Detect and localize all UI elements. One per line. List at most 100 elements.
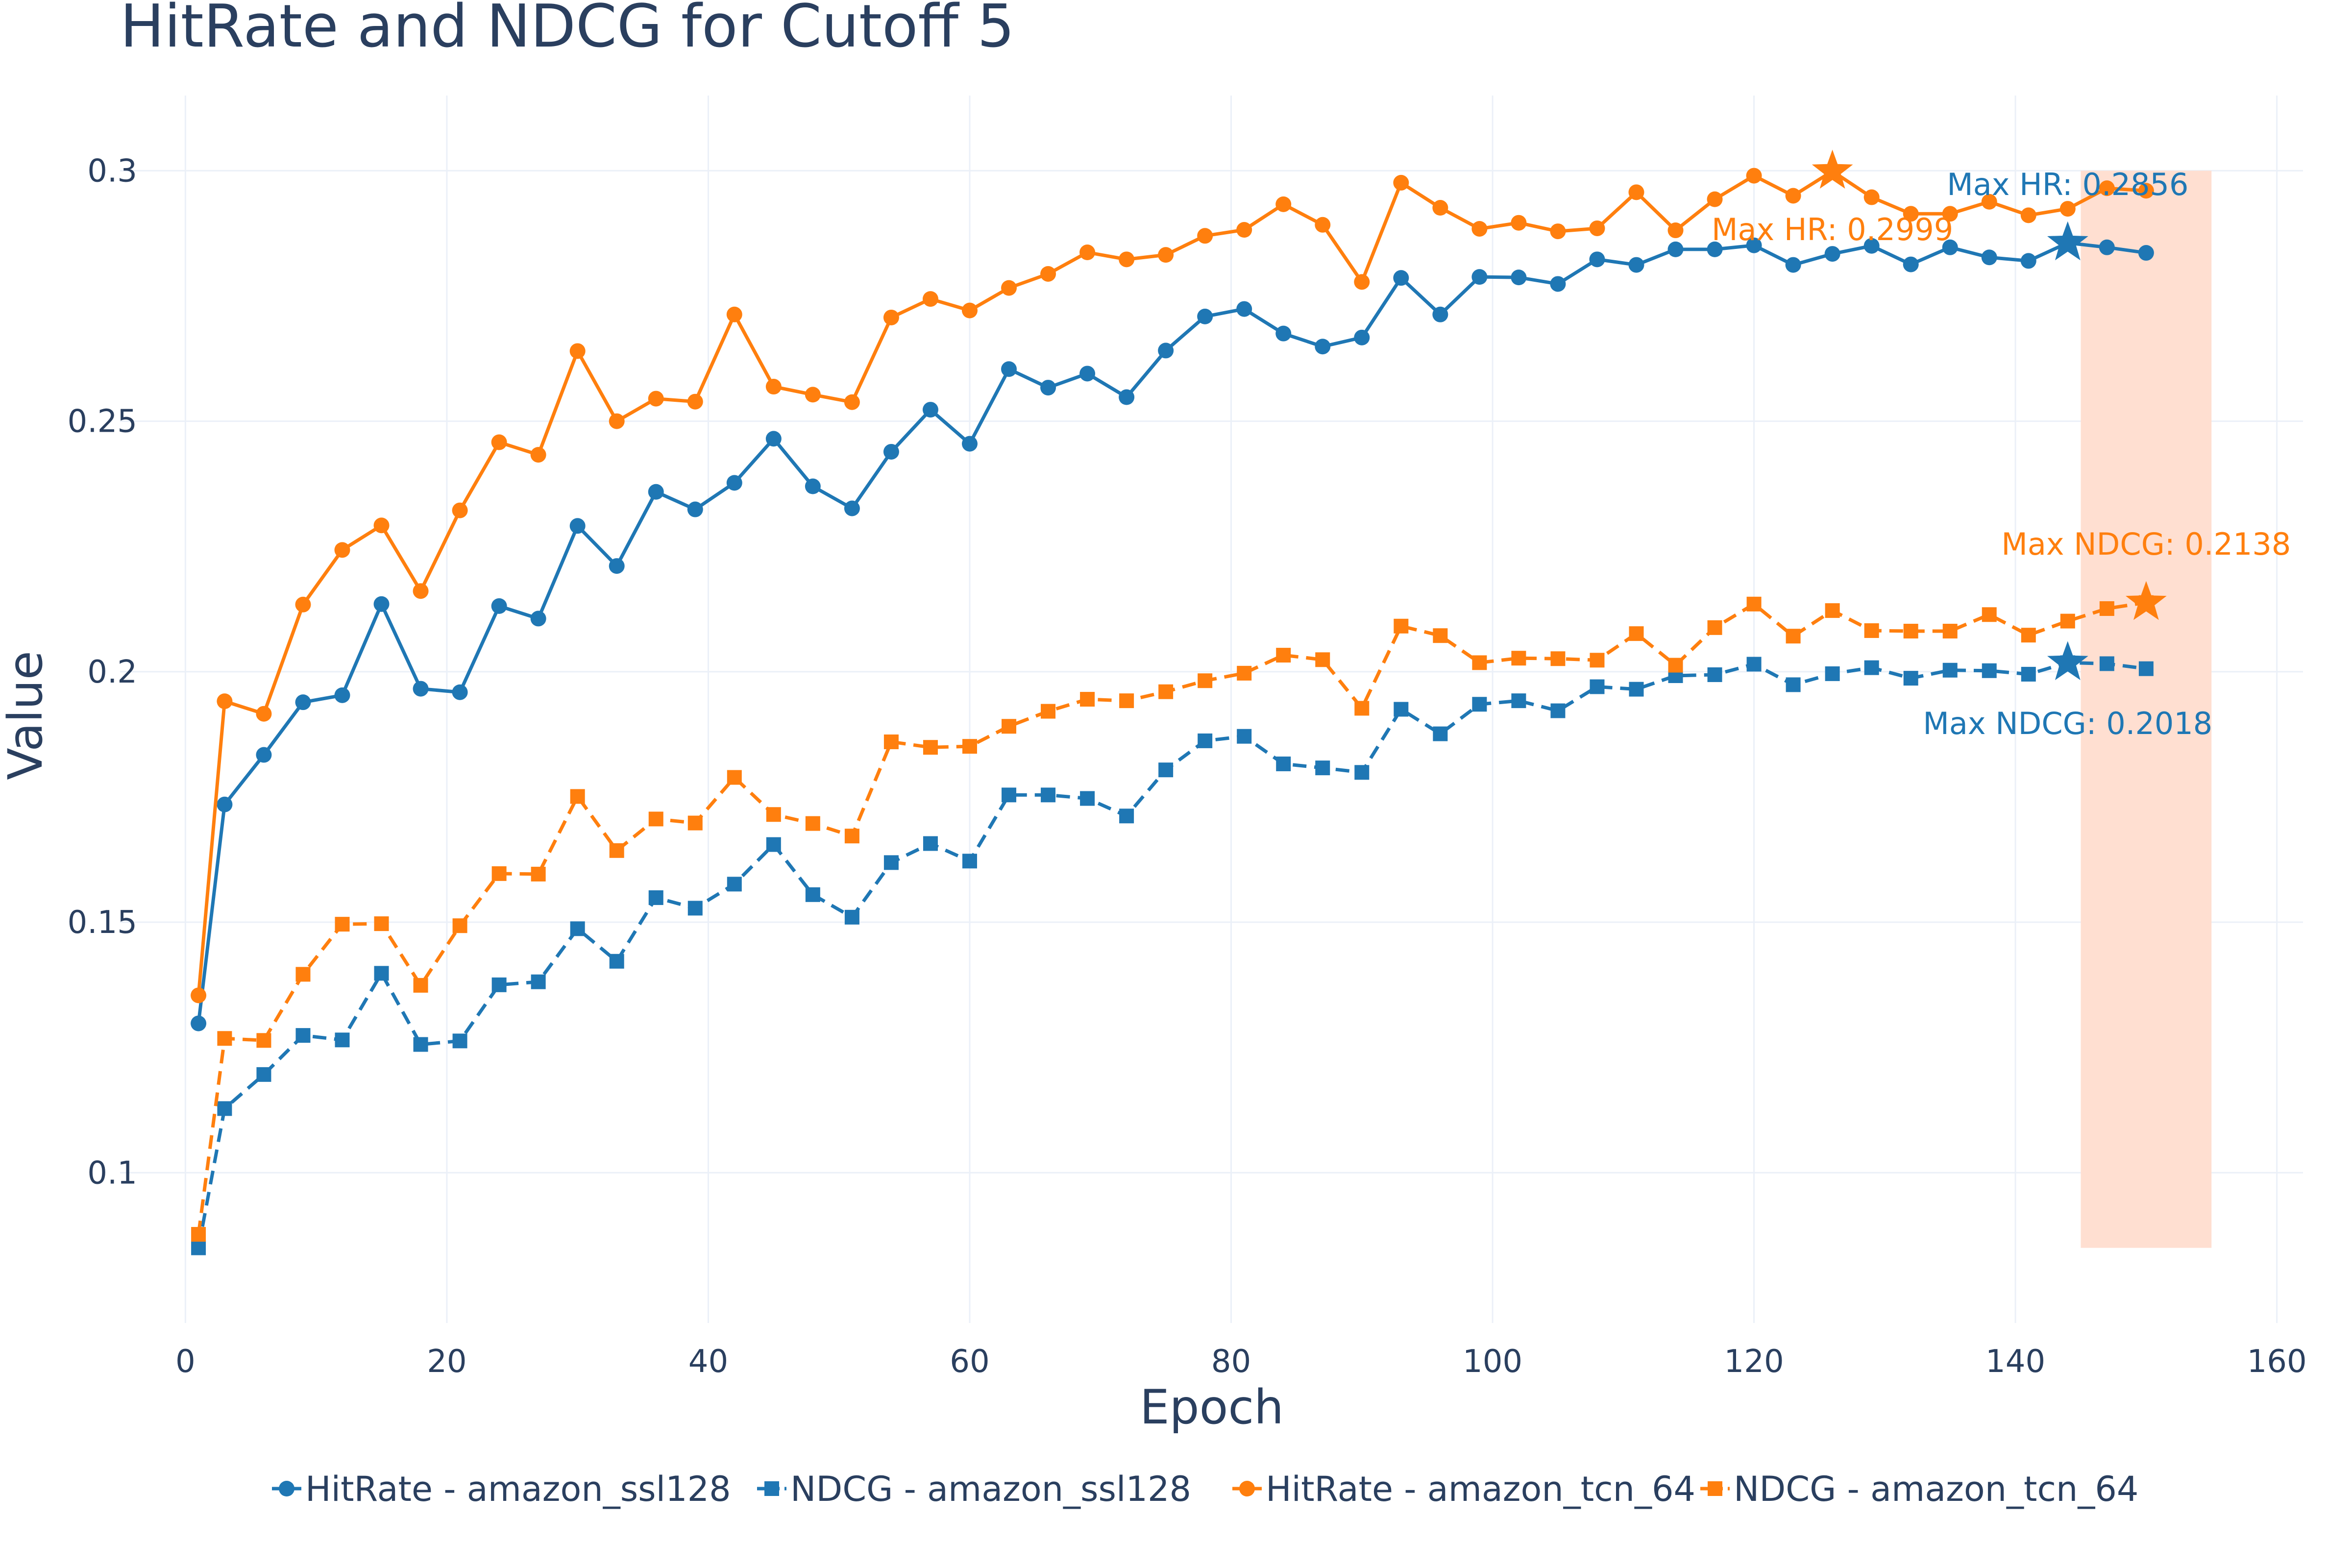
data-point [1354,701,1370,716]
x-tick-label: 80 [1211,1344,1251,1380]
data-point [961,436,978,452]
data-point [295,694,311,710]
data-point [1237,729,1252,744]
data-point [1041,787,1056,803]
data-point [805,887,820,902]
data-point [883,443,899,460]
data-point [648,890,663,905]
x-tick-label: 20 [427,1344,466,1380]
legend-label: HitRate - amazon_ssl128 [305,1469,731,1509]
data-point [452,684,468,700]
y-tick-label: 0.25 [68,404,138,440]
data-point [1236,222,1252,238]
data-point [1707,241,1723,257]
x-tick-label: 40 [688,1344,728,1380]
data-point [1275,325,1292,342]
data-point [922,402,938,418]
data-point [374,966,389,981]
data-point [452,918,467,933]
series-line [196,661,2147,1249]
data-point [687,815,703,831]
data-point [1471,220,1488,237]
grid [120,96,2303,1323]
data-point [570,789,585,804]
max-marker-layer [1812,149,2167,680]
data-point [491,434,507,450]
data-point [1942,239,1958,255]
data-point [1864,623,1879,638]
data-point [1667,241,1684,257]
data-point [373,596,390,612]
data-point [1236,301,1252,317]
y-tick-label: 0.15 [68,905,138,941]
data-point [1080,791,1095,806]
data-point [191,987,207,1004]
data-point [1197,308,1213,324]
data-point [1863,189,1880,205]
data-point [1433,726,1448,741]
data-point [2060,613,2075,629]
data-point [2099,601,2114,616]
data-point [413,978,428,993]
legend-item-2[interactable]: HitRate - amazon_tcn_64 [1232,1469,1695,1509]
data-point [295,596,311,612]
y-axis-title: Value [0,651,53,780]
data-point [569,343,586,359]
data-point [1628,184,1644,200]
data-point [844,909,859,925]
data-point [1275,196,1292,212]
data-point [1158,762,1174,778]
x-tick-label: 60 [950,1344,989,1380]
data-point [1786,629,1801,644]
legend[interactable]: HitRate - amazon_ssl128 NDCG - amazon_ssl… [272,1469,2138,1509]
data-point [648,484,664,500]
data-point [1825,603,1840,618]
data-point [1981,194,1997,210]
data-point [1746,168,1762,184]
data-point [531,866,546,882]
data-point [1942,623,1958,638]
data-point [1589,220,1605,236]
data-point [766,807,781,822]
data-point [1393,174,1409,191]
data-point [1119,389,1135,405]
data-point [883,309,899,325]
data-point [334,542,350,558]
data-point [1863,238,1880,254]
x-tick-label: 160 [2247,1344,2307,1380]
data-point [1589,251,1605,268]
data-point [1746,596,1762,612]
data-point [1629,682,1644,697]
data-point [1315,339,1331,355]
data-point [491,977,507,992]
data-point [1119,693,1134,709]
data-point [1040,266,1056,282]
data-point [1158,247,1174,263]
max-star-marker [1812,149,1853,189]
legend-item-3[interactable]: NDCG - amazon_tcn_64 [1700,1469,2138,1509]
data-point [1002,719,1017,734]
data-point [1354,329,1370,345]
max-annotation: Max NDCG: 0.2138 [2001,526,2291,562]
data-point [256,1033,271,1048]
legend-label: NDCG - amazon_tcn_64 [1734,1469,2138,1509]
series-layer [191,163,2154,1255]
data-point [2059,201,2076,217]
max-annotation: Max HR: 0.2856 [1947,167,2188,202]
data-point [766,837,781,852]
data-point [609,558,625,574]
data-point [256,747,272,763]
data-point [609,954,624,969]
x-axis-ticks: 0 20 40 60 80 100 120 140 160 [175,1344,2307,1380]
legend-swatch-marker [764,1481,779,1496]
data-point [1550,651,1566,666]
data-point [609,843,624,858]
legend-item-1[interactable]: NDCG - amazon_ssl128 [757,1469,1191,1509]
max-star-marker [2126,581,2167,620]
legend-item-0[interactable]: HitRate - amazon_ssl128 [272,1469,731,1509]
data-point [648,811,663,827]
data-point [922,291,938,307]
data-point [609,413,625,429]
data-point [1511,693,1526,709]
